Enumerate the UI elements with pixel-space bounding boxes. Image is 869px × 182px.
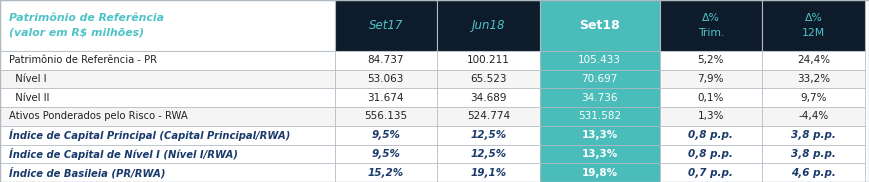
Text: 19,8%: 19,8% xyxy=(581,168,618,178)
FancyBboxPatch shape xyxy=(540,126,660,145)
FancyBboxPatch shape xyxy=(540,88,660,107)
Text: 0,8 p.p.: 0,8 p.p. xyxy=(688,130,733,140)
Text: Índice de Capital de Nível I (Nível I/RWA): Índice de Capital de Nível I (Nível I/RW… xyxy=(9,148,238,160)
FancyBboxPatch shape xyxy=(437,126,540,145)
FancyBboxPatch shape xyxy=(437,107,540,126)
Text: 31.674: 31.674 xyxy=(368,93,404,103)
FancyBboxPatch shape xyxy=(437,145,540,163)
Text: 9,5%: 9,5% xyxy=(371,149,401,159)
Text: 0,8 p.p.: 0,8 p.p. xyxy=(688,149,733,159)
FancyBboxPatch shape xyxy=(540,51,660,70)
FancyBboxPatch shape xyxy=(335,70,437,88)
FancyBboxPatch shape xyxy=(540,163,660,182)
FancyBboxPatch shape xyxy=(0,163,335,182)
FancyBboxPatch shape xyxy=(437,88,540,107)
Text: 70.697: 70.697 xyxy=(581,74,618,84)
Text: Índice de Capital Principal (Capital Principal/RWA): Índice de Capital Principal (Capital Pri… xyxy=(9,129,290,141)
Text: (valor em R$ milhões): (valor em R$ milhões) xyxy=(9,28,143,38)
FancyBboxPatch shape xyxy=(335,0,437,51)
Text: Δ%: Δ% xyxy=(702,13,720,23)
Text: 9,5%: 9,5% xyxy=(371,130,401,140)
FancyBboxPatch shape xyxy=(335,145,437,163)
Text: Trim.: Trim. xyxy=(698,28,724,38)
Text: 34.736: 34.736 xyxy=(581,93,618,103)
FancyBboxPatch shape xyxy=(437,51,540,70)
FancyBboxPatch shape xyxy=(762,0,865,51)
FancyBboxPatch shape xyxy=(660,0,762,51)
Text: 84.737: 84.737 xyxy=(368,55,404,65)
Text: 24,4%: 24,4% xyxy=(797,55,830,65)
FancyBboxPatch shape xyxy=(660,88,762,107)
Text: 4,6 p.p.: 4,6 p.p. xyxy=(791,168,836,178)
Text: 531.582: 531.582 xyxy=(578,112,621,121)
Text: 1,3%: 1,3% xyxy=(698,112,724,121)
FancyBboxPatch shape xyxy=(0,70,335,88)
Text: 3,8 p.p.: 3,8 p.p. xyxy=(791,130,836,140)
FancyBboxPatch shape xyxy=(540,70,660,88)
Text: 100.211: 100.211 xyxy=(467,55,510,65)
FancyBboxPatch shape xyxy=(540,145,660,163)
FancyBboxPatch shape xyxy=(660,145,762,163)
Text: Nível II: Nível II xyxy=(9,93,49,103)
Text: 13,3%: 13,3% xyxy=(581,130,618,140)
FancyBboxPatch shape xyxy=(540,107,660,126)
FancyBboxPatch shape xyxy=(762,51,865,70)
Text: -4,4%: -4,4% xyxy=(799,112,828,121)
FancyBboxPatch shape xyxy=(660,51,762,70)
FancyBboxPatch shape xyxy=(0,88,335,107)
Text: Nível I: Nível I xyxy=(9,74,46,84)
FancyBboxPatch shape xyxy=(540,0,660,51)
FancyBboxPatch shape xyxy=(437,163,540,182)
Text: Ativos Ponderados pelo Risco - RWA: Ativos Ponderados pelo Risco - RWA xyxy=(9,112,188,121)
Text: 19,1%: 19,1% xyxy=(470,168,507,178)
FancyBboxPatch shape xyxy=(0,0,335,51)
Text: 5,2%: 5,2% xyxy=(698,55,724,65)
Text: 7,9%: 7,9% xyxy=(698,74,724,84)
Text: Jun18: Jun18 xyxy=(472,19,505,32)
FancyBboxPatch shape xyxy=(437,70,540,88)
FancyBboxPatch shape xyxy=(762,70,865,88)
Text: 15,2%: 15,2% xyxy=(368,168,404,178)
Text: 33,2%: 33,2% xyxy=(797,74,830,84)
FancyBboxPatch shape xyxy=(0,51,335,70)
Text: 65.523: 65.523 xyxy=(470,74,507,84)
FancyBboxPatch shape xyxy=(660,70,762,88)
Text: 12M: 12M xyxy=(802,28,825,38)
FancyBboxPatch shape xyxy=(335,126,437,145)
Text: 53.063: 53.063 xyxy=(368,74,404,84)
FancyBboxPatch shape xyxy=(437,0,540,51)
Text: 105.433: 105.433 xyxy=(578,55,621,65)
Text: 556.135: 556.135 xyxy=(364,112,408,121)
Text: Set18: Set18 xyxy=(580,19,620,32)
FancyBboxPatch shape xyxy=(762,145,865,163)
Text: Patrimônio de Referência - PR: Patrimônio de Referência - PR xyxy=(9,55,156,65)
FancyBboxPatch shape xyxy=(762,88,865,107)
FancyBboxPatch shape xyxy=(335,88,437,107)
Text: Índice de Basileia (PR/RWA): Índice de Basileia (PR/RWA) xyxy=(9,167,165,178)
FancyBboxPatch shape xyxy=(762,163,865,182)
Text: Patrimônio de Referência: Patrimônio de Referência xyxy=(9,13,163,23)
Text: 524.774: 524.774 xyxy=(467,112,510,121)
FancyBboxPatch shape xyxy=(0,107,335,126)
Text: Set17: Set17 xyxy=(368,19,403,32)
FancyBboxPatch shape xyxy=(335,107,437,126)
Text: 0,7 p.p.: 0,7 p.p. xyxy=(688,168,733,178)
FancyBboxPatch shape xyxy=(762,126,865,145)
Text: Δ%: Δ% xyxy=(805,13,822,23)
FancyBboxPatch shape xyxy=(660,107,762,126)
FancyBboxPatch shape xyxy=(0,126,335,145)
Text: 3,8 p.p.: 3,8 p.p. xyxy=(791,149,836,159)
FancyBboxPatch shape xyxy=(660,126,762,145)
Text: 34.689: 34.689 xyxy=(470,93,507,103)
Text: 0,1%: 0,1% xyxy=(698,93,724,103)
FancyBboxPatch shape xyxy=(660,163,762,182)
Text: 12,5%: 12,5% xyxy=(470,130,507,140)
FancyBboxPatch shape xyxy=(0,145,335,163)
Text: 12,5%: 12,5% xyxy=(470,149,507,159)
FancyBboxPatch shape xyxy=(762,107,865,126)
FancyBboxPatch shape xyxy=(335,163,437,182)
Text: 9,7%: 9,7% xyxy=(800,93,826,103)
FancyBboxPatch shape xyxy=(335,51,437,70)
Text: 13,3%: 13,3% xyxy=(581,149,618,159)
